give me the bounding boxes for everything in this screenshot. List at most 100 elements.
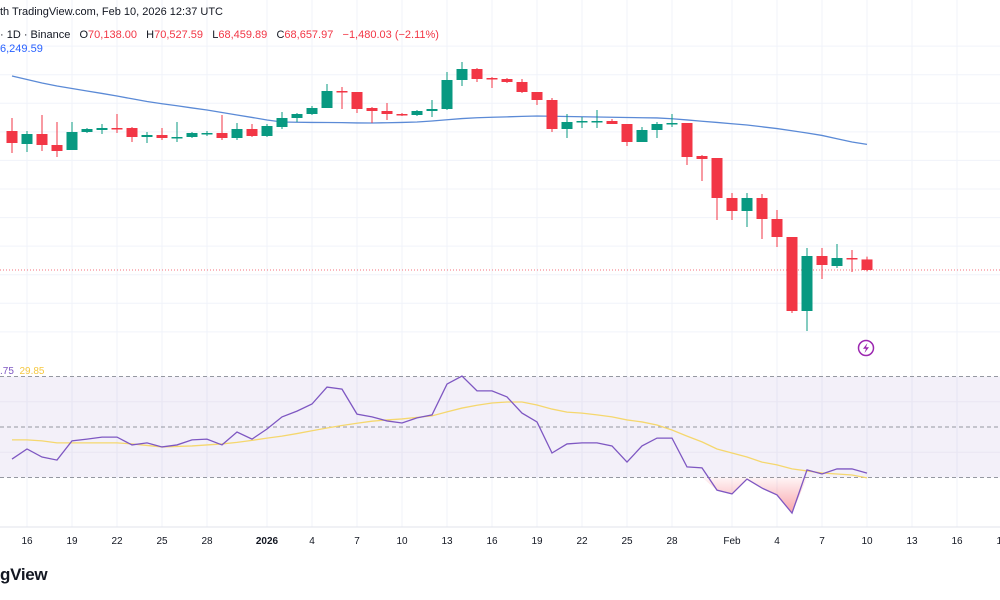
candle-body: [276, 118, 288, 127]
candle-body: [21, 134, 33, 144]
candle: [786, 237, 798, 313]
candle-body: [141, 135, 153, 137]
candle-body: [111, 128, 123, 130]
candle-body: [456, 69, 468, 80]
candle-body: [741, 198, 753, 211]
candle: [396, 113, 408, 116]
x-tick-label: 13: [906, 536, 918, 547]
x-tick-label: 4: [309, 536, 315, 547]
x-tick-label: 4: [774, 536, 780, 547]
candle: [291, 113, 303, 122]
candle: [81, 128, 93, 133]
candle: [666, 114, 678, 127]
candle-body: [756, 198, 768, 219]
candle: [696, 155, 708, 181]
candle: [531, 92, 543, 105]
candle: [816, 248, 828, 279]
candle-body: [501, 79, 513, 82]
candle-body: [336, 91, 348, 93]
candle-body: [81, 129, 93, 132]
candle-body: [636, 130, 648, 142]
candle-body: [201, 133, 213, 135]
candle-body: [216, 133, 228, 138]
candle: [546, 98, 558, 132]
candle-body: [306, 108, 318, 114]
open-value: 70,138.00: [88, 29, 137, 41]
candle: [861, 256, 873, 272]
candle: [561, 114, 573, 138]
candle-body: [6, 131, 18, 143]
candle-body: [681, 123, 693, 157]
candle: [636, 127, 648, 142]
candle: [96, 124, 108, 134]
candle: [756, 194, 768, 239]
candle: [501, 78, 513, 83]
candle: [651, 122, 663, 138]
candle: [456, 62, 468, 86]
low-value: 68,459.89: [218, 29, 268, 41]
candle: [21, 131, 33, 152]
candle: [606, 119, 618, 124]
candle: [591, 110, 603, 128]
x-tick-label: 28: [201, 536, 213, 547]
candle: [231, 123, 243, 140]
close-label: C: [276, 29, 285, 41]
candle-body: [381, 111, 393, 114]
candle-body: [66, 132, 78, 150]
candle-body: [666, 123, 678, 125]
candle: [471, 68, 483, 82]
candle: [426, 100, 438, 117]
candle-body: [426, 109, 438, 111]
x-tick-label: 7: [354, 536, 360, 547]
candle: [6, 118, 18, 153]
rsi-pane: [0, 375, 1000, 515]
candle: [381, 103, 393, 120]
x-tick-label: 25: [621, 536, 633, 547]
candle: [276, 112, 288, 129]
candle-body: [126, 128, 138, 137]
x-tick-label: 19: [531, 536, 543, 547]
x-tick-label: 7: [819, 536, 825, 547]
candle-body: [591, 121, 603, 123]
candle: [711, 158, 723, 220]
candles: [6, 62, 873, 331]
low-label: L: [212, 29, 219, 41]
x-tick-label: 13: [441, 536, 453, 547]
candle: [156, 128, 168, 140]
candle-body: [396, 114, 408, 116]
candle: [411, 110, 423, 116]
candle: [516, 79, 528, 93]
candle: [141, 132, 153, 143]
candle: [336, 87, 348, 109]
x-tick-label: 10: [396, 536, 408, 547]
candle-body: [561, 122, 573, 129]
candle: [201, 131, 213, 136]
candle-body: [186, 133, 198, 137]
rsi-value: .75: [0, 366, 14, 377]
candle: [441, 72, 453, 110]
candle-body: [156, 135, 168, 138]
candle-body: [291, 114, 303, 118]
candle: [66, 122, 78, 150]
candle-body: [471, 69, 483, 79]
candle-body: [621, 124, 633, 142]
x-tick-label: 19: [996, 536, 1000, 547]
candle-body: [696, 156, 708, 159]
x-tick-label: 10: [861, 536, 873, 547]
lightning-alert-icon[interactable]: [857, 339, 875, 357]
candle-body: [861, 259, 873, 271]
tradingview-watermark: gView: [0, 565, 48, 584]
x-tick-label: 16: [951, 536, 963, 547]
published-caption: th TradingView.com, Feb 10, 2026 12:37 U…: [0, 6, 223, 18]
ohlc-legend: · 1D · Binance O70,138.00 H70,527.59 L68…: [0, 29, 439, 41]
rsi-ma-line: [12, 401, 868, 479]
x-tick-label: 22: [576, 536, 588, 547]
candle-body: [441, 80, 453, 109]
candle: [726, 193, 738, 220]
time-axis[interactable]: 16 19 22 25 28 2026 4 7 10 13 16 19 22 25 28 Feb 4 7 10 13 1…: [21, 536, 1000, 547]
x-tick-label: 2026: [256, 536, 279, 547]
x-tick-label: Feb: [723, 536, 741, 547]
candle: [486, 77, 498, 88]
grid: [0, 0, 1000, 527]
